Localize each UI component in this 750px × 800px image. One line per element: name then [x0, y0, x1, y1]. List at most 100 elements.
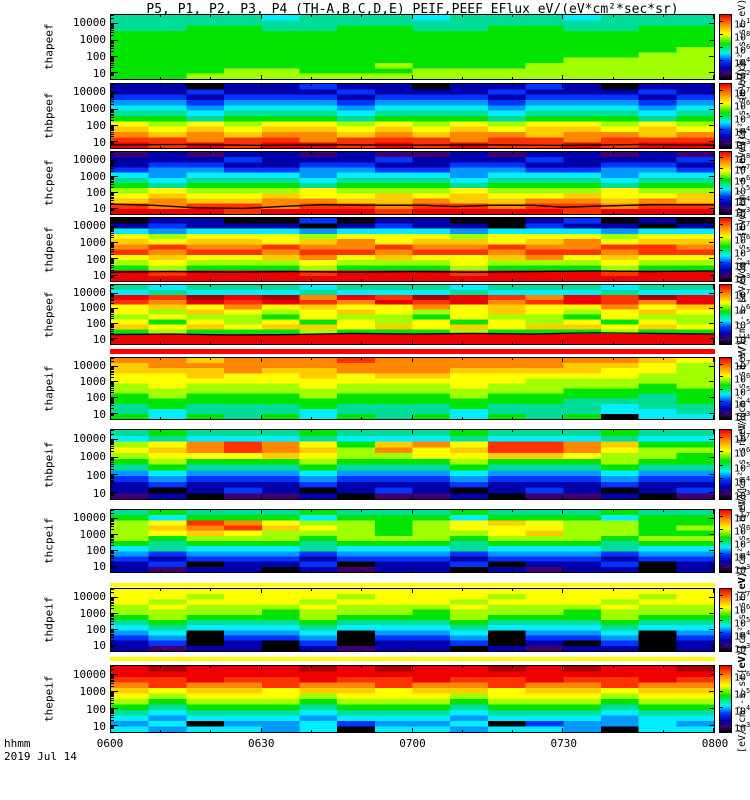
y-major-tick: [709, 56, 714, 58]
colorbar-tick-label: 104: [734, 549, 750, 564]
y-minor-tick: [111, 366, 114, 368]
x-minor-tick: [310, 152, 312, 154]
x-minor-tick: [210, 358, 212, 360]
x-major-tick: [713, 75, 714, 79]
x-minor-tick: [612, 212, 614, 214]
y-minor-tick: [111, 553, 114, 555]
y-minor-tick: [111, 178, 114, 180]
x-major-tick: [110, 728, 111, 732]
y-minor-tick: [111, 182, 114, 184]
y-minor-tick: [111, 536, 114, 538]
x-minor-tick: [511, 15, 513, 17]
x-major-tick: [713, 277, 714, 281]
colorbar-thc-peif: [719, 509, 732, 573]
y-major-tick: [111, 628, 118, 630]
y-major-tick: [111, 412, 118, 414]
y-major-tick: [111, 258, 118, 260]
y-minor-tick: [111, 210, 114, 212]
x-major-tick: [260, 358, 262, 362]
y-major-tick: [709, 72, 714, 74]
colorbar-tick: [720, 364, 723, 366]
panel-ylabel-line: peif: [42, 596, 56, 624]
y-minor-tick: [111, 293, 114, 295]
x-major-tick: [411, 152, 413, 156]
x-minor-tick: [160, 279, 162, 281]
y-minor-tick: [111, 115, 114, 117]
x-minor-tick: [461, 649, 463, 651]
x-major-tick: [260, 15, 262, 19]
x-major-tick: [562, 495, 564, 499]
y-major-tick: [709, 397, 714, 399]
y-major-tick: [111, 207, 118, 209]
x-tick-label-0630: 0630: [248, 737, 275, 750]
y-minor-tick: [111, 327, 114, 329]
y-minor-tick: [111, 125, 114, 127]
y-major-tick: [111, 565, 118, 567]
y-major-tick: [709, 274, 714, 276]
y-minor-tick: [111, 303, 114, 305]
y-major-tick: [111, 533, 118, 535]
y-minor-tick: [111, 645, 114, 647]
colorbar-tick: [720, 388, 723, 390]
y-minor-tick: [111, 526, 114, 528]
y-minor-tick: [111, 186, 114, 188]
colorbar-tick: [720, 464, 723, 466]
x-minor-tick: [160, 649, 162, 651]
y-major-tick: [111, 691, 118, 693]
x-minor-tick: [160, 285, 162, 287]
spectrogram-panel-thd-peef: [110, 217, 715, 282]
x-minor-tick: [210, 15, 212, 17]
y-minor-tick: [111, 413, 114, 415]
x-major-tick: [411, 144, 413, 148]
energy-tick-label: 1000: [79, 236, 107, 249]
spectrogram-canvas-thd-peif: [111, 589, 714, 651]
x-major-tick: [562, 75, 564, 79]
y-minor-tick: [111, 31, 114, 33]
x-minor-tick: [461, 666, 463, 668]
panel-ylabel-line: peef: [42, 159, 56, 187]
panel-ylabel-line: thb: [42, 467, 56, 488]
y-major-tick: [111, 175, 118, 177]
y-minor-tick: [111, 128, 114, 130]
x-minor-tick: [461, 146, 463, 148]
x-minor-tick: [662, 146, 664, 148]
y-minor-tick: [111, 613, 114, 615]
x-major-tick: [110, 277, 111, 281]
spectrogram-canvas-tha-peef: [111, 15, 714, 79]
x-minor-tick: [511, 570, 513, 572]
x-minor-tick: [612, 589, 614, 591]
y-major-tick: [111, 191, 118, 193]
x-minor-tick: [461, 279, 463, 281]
colorbar-tick-label: 107: [734, 359, 750, 373]
x-minor-tick: [160, 15, 162, 17]
x-minor-tick: [210, 510, 212, 512]
x-major-tick: [713, 218, 714, 222]
panel-ylabel-line: peif: [42, 675, 56, 703]
spectrogram-canvas-tha-peif: [111, 358, 714, 419]
x-minor-tick: [662, 649, 664, 651]
y-major-tick: [111, 397, 118, 399]
panel-ylabel-line: peif: [42, 441, 56, 468]
panel-ylabel-line: thd: [42, 252, 56, 273]
y-major-tick: [111, 108, 118, 110]
colorbar-tick-label: 103: [734, 271, 750, 285]
y-minor-tick: [111, 294, 114, 296]
x-major-tick: [411, 15, 413, 19]
colorbar-tick: [720, 565, 723, 567]
x-minor-tick: [461, 358, 463, 360]
x-minor-tick: [361, 84, 363, 86]
y-minor-tick: [111, 692, 114, 694]
y-minor-tick: [111, 629, 114, 631]
y-minor-tick: [111, 715, 114, 717]
x-major-tick: [713, 15, 714, 19]
y-minor-tick: [111, 600, 114, 602]
x-minor-tick: [461, 218, 463, 220]
y-minor-tick: [111, 87, 114, 89]
x-minor-tick: [511, 146, 513, 148]
y-minor-tick: [111, 605, 114, 607]
panel-ylabel-line: thd: [42, 623, 56, 644]
x-minor-tick: [662, 342, 664, 344]
y-minor-tick: [111, 93, 114, 95]
x-major-tick: [260, 728, 262, 732]
spectrogram-canvas-thc-peif: [111, 510, 714, 572]
